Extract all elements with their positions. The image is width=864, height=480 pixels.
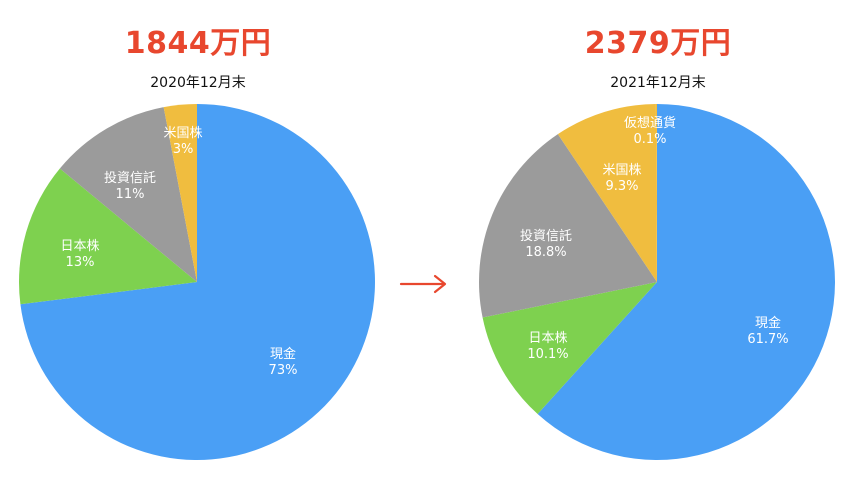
slice-label-right-4: 仮想通貨 bbox=[624, 115, 676, 131]
pie-slice-right-0 bbox=[537, 104, 836, 461]
pie-slice-right-1 bbox=[482, 282, 657, 415]
slice-label-left-0: 現金 bbox=[270, 346, 296, 362]
slice-value-right-4: 0.1% bbox=[633, 132, 666, 147]
right-chart-title: 2379万円 bbox=[584, 26, 732, 61]
slice-label-right-0: 現金 bbox=[755, 315, 781, 331]
slice-value-left-1: 13% bbox=[66, 255, 95, 270]
slice-value-left-3: 3% bbox=[173, 142, 194, 157]
pie-slice-left-3 bbox=[163, 104, 197, 282]
pie-slice-left-2 bbox=[59, 107, 197, 283]
slice-value-right-3: 9.3% bbox=[605, 179, 638, 194]
pie-slice-right-4 bbox=[655, 103, 657, 282]
pie-slice-right-3 bbox=[557, 104, 657, 282]
slice-label-right-2: 投資信託 bbox=[520, 228, 572, 244]
slice-label-right-1: 日本株 bbox=[528, 331, 567, 346]
slice-label-right-3: 米国株 bbox=[602, 163, 641, 178]
left-chart-subtitle: 2020年12月末 bbox=[150, 75, 246, 91]
slice-label-left-3: 米国株 bbox=[163, 126, 202, 141]
pie-slice-left-1 bbox=[18, 168, 197, 305]
slice-value-right-2: 18.8% bbox=[525, 245, 566, 260]
slice-value-left-0: 73% bbox=[269, 363, 298, 378]
slice-value-left-2: 11% bbox=[116, 187, 145, 202]
slice-value-right-1: 10.1% bbox=[527, 347, 568, 362]
left-chart-title: 1844万円 bbox=[124, 26, 272, 61]
slice-label-left-1: 日本株 bbox=[60, 239, 99, 254]
right-chart-subtitle: 2021年12月末 bbox=[610, 75, 706, 91]
slice-label-left-2: 投資信託 bbox=[104, 170, 156, 186]
pie-slice-right-2 bbox=[479, 134, 657, 318]
arrow-right-icon bbox=[399, 274, 447, 294]
slice-value-right-0: 61.7% bbox=[747, 332, 788, 347]
pie-slice-left-0 bbox=[20, 104, 375, 460]
